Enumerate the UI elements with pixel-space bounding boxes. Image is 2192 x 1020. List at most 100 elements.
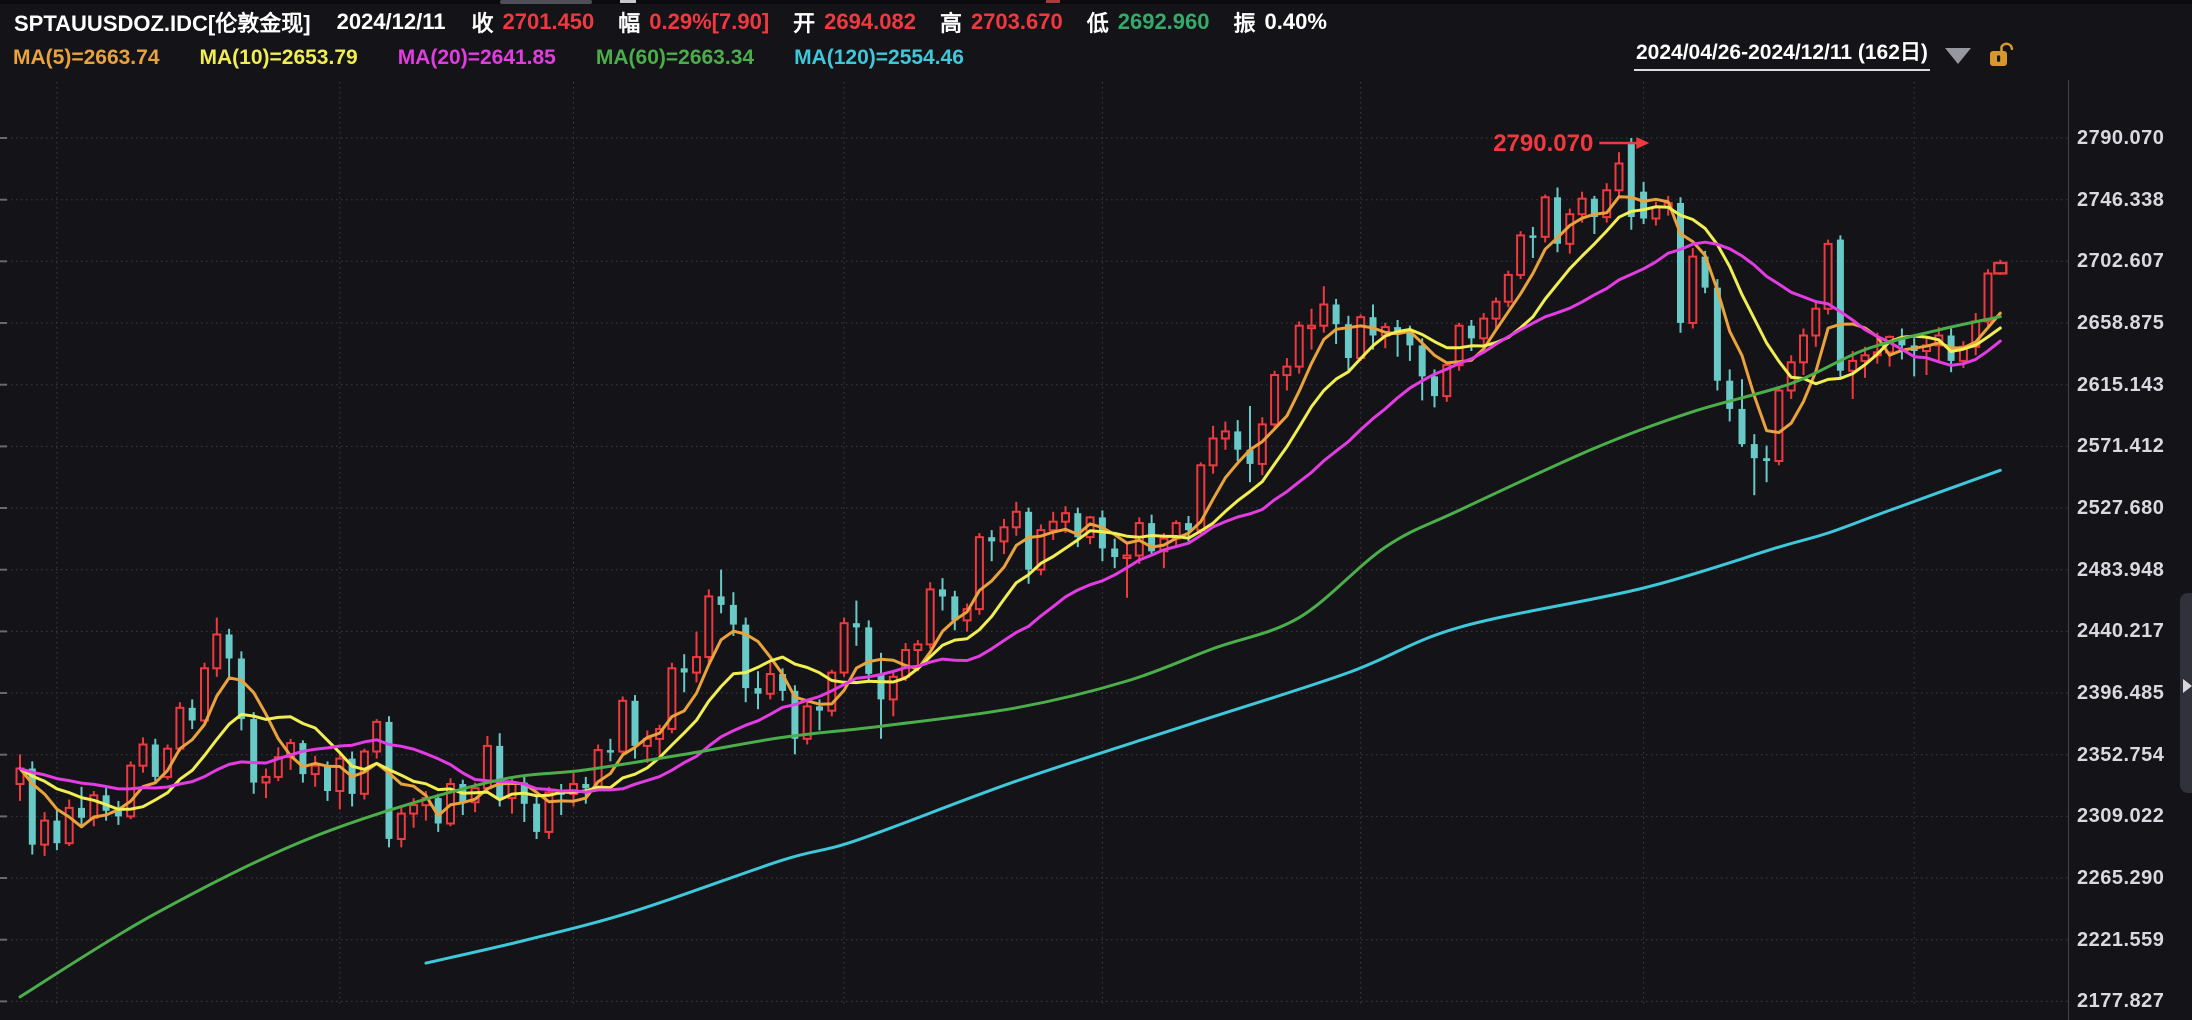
quote-field-label: 幅 <box>618 11 641 36</box>
panel-expand-handle[interactable] <box>2180 593 2192 793</box>
candle-body-up <box>1614 162 1624 192</box>
candle-body-up <box>1602 189 1612 219</box>
candle-body-down <box>1836 239 1844 371</box>
candle-body-down <box>779 674 787 691</box>
quote-field: 低 2692.960 <box>1087 6 1210 38</box>
candle-body-down <box>533 803 541 832</box>
top-strip-highlight <box>500 0 592 4</box>
candle-body-up <box>1540 196 1550 238</box>
candle-body-up <box>999 526 1009 543</box>
symbol-title: SPTAUUSDOZ.IDC[伦敦金现] <box>14 11 311 36</box>
ma-line-ma20 <box>18 240 2002 794</box>
candle-body-down <box>1750 444 1758 459</box>
candle-body-up <box>64 806 74 845</box>
candle-body-down <box>1344 324 1352 358</box>
ma-line-ma120 <box>424 468 2002 965</box>
candle-body-up <box>396 812 406 840</box>
y-axis-label: 2615.143 <box>2077 373 2165 396</box>
candle-body-down <box>877 674 885 700</box>
candle-body-up <box>1823 242 1833 310</box>
candle-body-down <box>434 798 442 824</box>
candle-body-up <box>1993 261 2008 275</box>
ma-legend: MA(5)=2663.74 MA(10)=2653.79 MA(20)=2641.8… <box>13 46 964 70</box>
candle-body-up <box>1282 365 1292 377</box>
candle-body-up <box>667 667 677 730</box>
candle-body-up <box>1319 303 1329 327</box>
candle-body-up <box>1774 389 1784 462</box>
date-range-label[interactable]: 2024/04/26-2024/12/11 (162日) <box>1634 36 1930 71</box>
candle-body-up <box>1503 273 1513 303</box>
candle-body-down <box>1726 380 1734 409</box>
top-strip-mark-red <box>1046 0 1060 3</box>
candle-body-up <box>200 667 209 722</box>
y-axis-label: 2702.607 <box>2077 250 2165 273</box>
candle-body-up <box>544 791 554 833</box>
quote-field-value: 0.40% <box>1264 9 1327 34</box>
candle-body-up <box>1208 437 1218 467</box>
candle-body-up <box>261 775 271 784</box>
candle-body-down <box>299 743 307 775</box>
candle-body-down <box>1738 408 1746 445</box>
candle-body-up <box>802 705 812 740</box>
expand-arrow-icon <box>2183 679 2192 693</box>
candle-body-up <box>40 819 50 846</box>
y-axis-label: 2309.022 <box>2077 805 2165 828</box>
window-top-strip <box>0 0 2192 4</box>
candle-body-down <box>1369 317 1377 336</box>
quote-header: SPTAUUSDOZ.IDC[伦敦金现] 2024/12/11 收 2701.45… <box>14 6 1327 38</box>
candle-body-up <box>1479 317 1489 340</box>
y-axis-label: 2396.485 <box>2077 682 2165 705</box>
y-axis-label: 2221.559 <box>2077 928 2165 951</box>
candle-body-down <box>717 596 725 605</box>
dropdown-triangle-icon[interactable] <box>1943 46 1973 65</box>
quote-field-value: 2703.670 <box>970 9 1063 34</box>
candle-body-down <box>1898 336 1906 346</box>
quote-field: 高 2703.670 <box>940 6 1063 38</box>
quote-field-value: 2694.082 <box>824 9 916 34</box>
candle-body-up <box>138 743 148 767</box>
unlock-icon[interactable] <box>1986 40 2016 70</box>
candle-body-down <box>188 707 196 721</box>
candle-body-up <box>126 764 136 818</box>
y-axis-label: 2746.338 <box>2077 188 2165 211</box>
candle-body-up <box>212 633 222 670</box>
candle-body-down <box>606 750 614 753</box>
candle-body-down <box>631 700 639 746</box>
candle-body-up <box>1799 334 1808 364</box>
candle-body-down <box>1406 331 1414 346</box>
candle-body-down <box>1418 345 1426 377</box>
candle-body-up <box>1307 324 1316 330</box>
candle-body-down <box>1590 198 1598 217</box>
y-axis-label: 2483.948 <box>2077 558 2165 581</box>
candle-body-down <box>742 624 750 689</box>
ma-line-ma5 <box>18 195 2002 829</box>
candle-body-up <box>913 643 923 652</box>
candle-body-up <box>1061 512 1070 523</box>
y-axis-label: 2177.827 <box>2077 990 2165 1013</box>
ma-legend-item: MA(10)=2653.79 <box>199 46 358 69</box>
ma-legend-item: MA(20)=2641.85 <box>397 46 556 69</box>
annotation-price-label: 2790.070 <box>1493 130 1593 157</box>
candle-body-down <box>496 745 504 799</box>
candle-body-down <box>791 690 799 739</box>
candle-body-up <box>335 757 345 792</box>
candle-body-up <box>310 764 320 776</box>
candle-body-down <box>865 627 873 674</box>
ma-line-ma60 <box>18 315 2002 999</box>
candle-body-up <box>925 588 935 646</box>
candle-body-down <box>1763 458 1771 461</box>
candle-body-up <box>1294 324 1304 368</box>
quote-field: 振 0.40% <box>1234 6 1327 38</box>
candle-body-up <box>974 536 984 611</box>
candle-body-down <box>250 719 258 783</box>
date-range-selector[interactable]: 2024/04/26-2024/12/11 (162日) <box>1634 36 2016 71</box>
candle-body-up <box>1011 510 1021 529</box>
candle-body-down <box>78 807 85 818</box>
quote-field-value: 2692.960 <box>1117 9 1210 34</box>
candle-body-down <box>1148 523 1156 552</box>
y-axis-label: 2265.290 <box>2077 867 2165 890</box>
candle-body-down <box>729 604 737 625</box>
candle-body-up <box>839 622 849 674</box>
candle-body-down <box>1467 325 1475 339</box>
